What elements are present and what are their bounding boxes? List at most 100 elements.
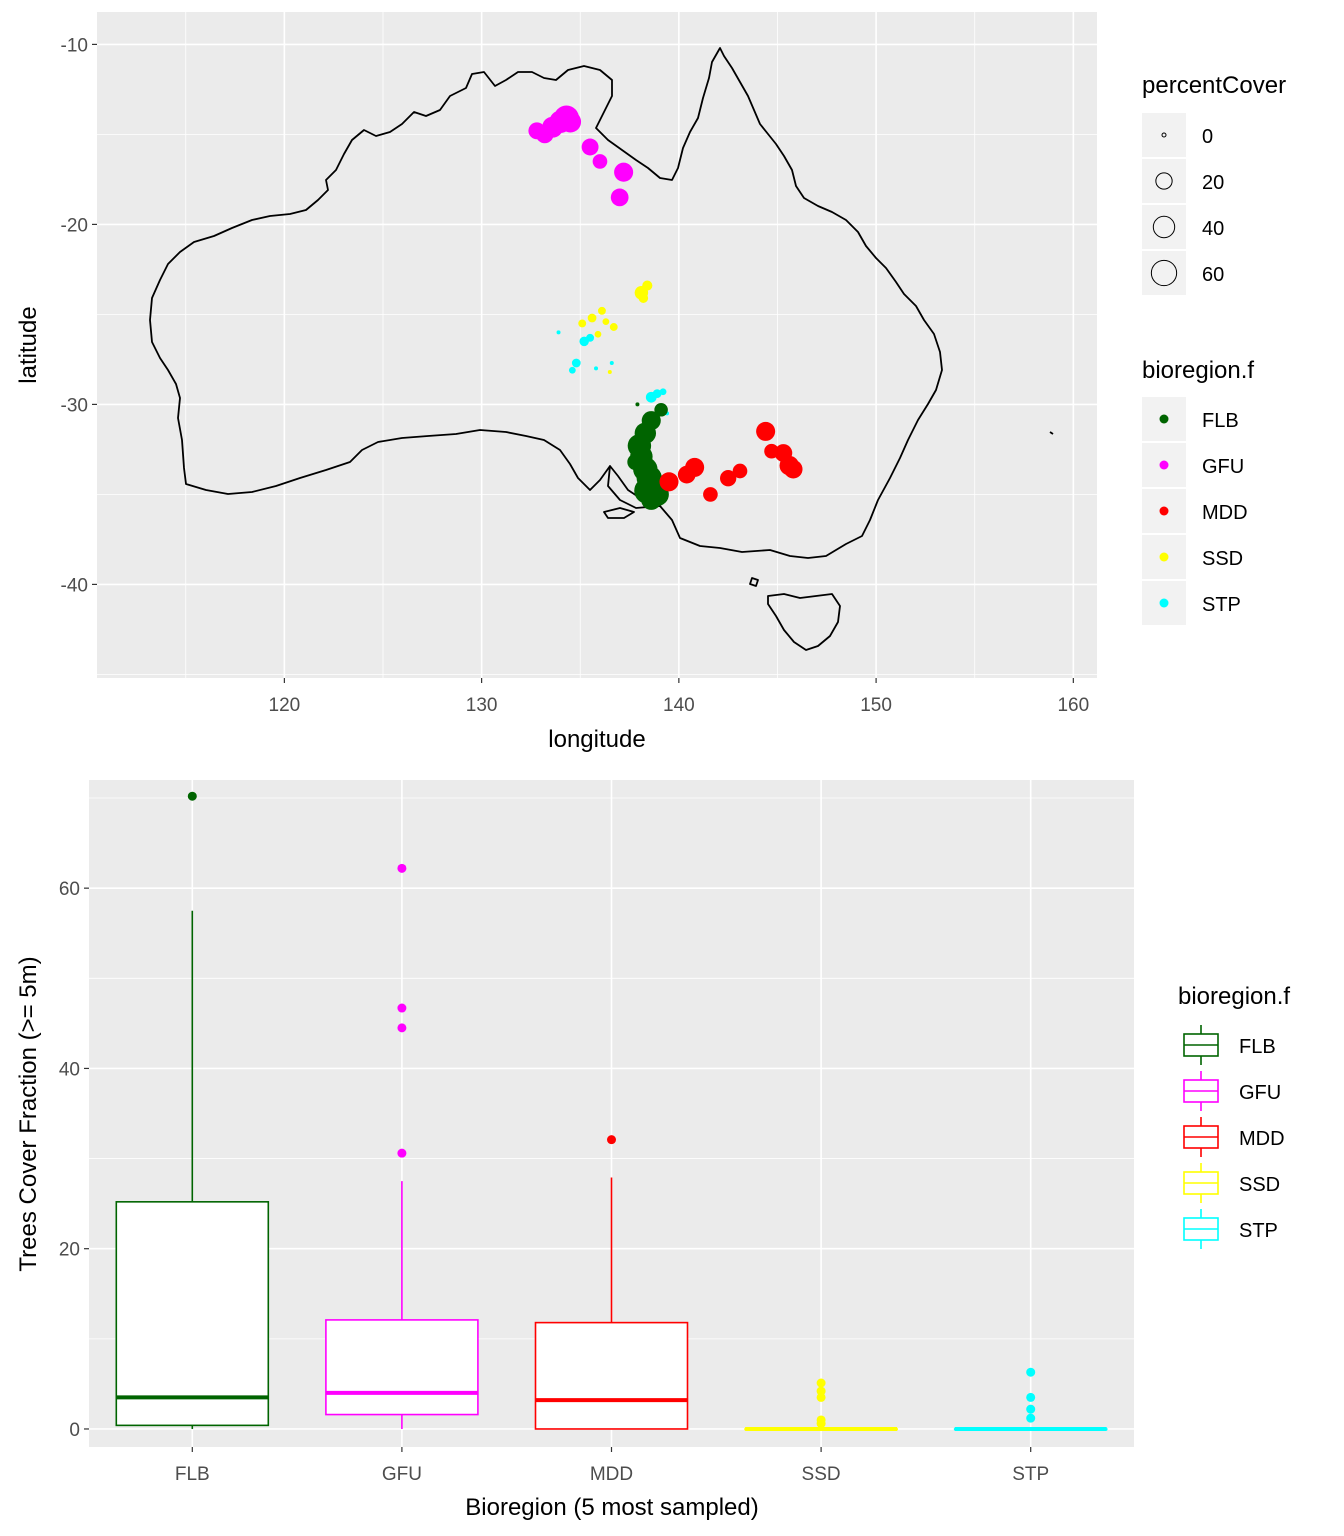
size-legend-symbol <box>1161 132 1167 138</box>
map-points <box>528 105 803 510</box>
map-point-gfu <box>592 154 608 169</box>
color-legend-symbol-flb <box>1159 414 1169 424</box>
map-point-mdd <box>685 457 705 477</box>
map-point-stp <box>556 330 561 335</box>
map-point-gfu <box>559 111 582 133</box>
color-legend-label: GFU <box>1202 456 1244 478</box>
boxplot-legend-item-gfu: GFU <box>1178 1069 1281 1113</box>
map-point-flb <box>627 453 644 471</box>
color-legend-label: MDD <box>1202 502 1248 524</box>
map-y-axis: -10 -20 -30 -40 <box>61 35 97 596</box>
size-legend-key <box>1142 113 1186 157</box>
map-point-ssd <box>602 318 610 325</box>
map-point-mdd <box>720 470 737 487</box>
tasmania-coastline <box>767 593 841 651</box>
size-legend-symbol <box>1152 215 1176 239</box>
color-legend: bioregion.f FLB GFU MDD SSD STP <box>1142 357 1254 625</box>
map-chart: -10 -20 -30 -40 120 130 140 150 160 longitude l… <box>15 12 1286 753</box>
king-island-coastline <box>749 577 759 587</box>
map-point-ssd <box>594 330 602 338</box>
map-y-tick-label: -10 <box>61 35 88 56</box>
boxplot-legend-item-mdd: MDD <box>1178 1115 1285 1159</box>
boxplot-legend-label: STP <box>1239 1220 1278 1242</box>
map-point-ssd <box>609 323 618 331</box>
map-point-flb <box>635 402 640 407</box>
boxplot-legend-title: bioregion.f <box>1178 983 1290 1010</box>
boxplot-x-tick-label: SSD <box>802 1464 841 1485</box>
boxplot-boxes <box>115 791 1108 1431</box>
map-point-gfu <box>581 138 599 156</box>
map-x-tick-label: 130 <box>466 695 498 716</box>
outlier-point <box>397 1023 407 1033</box>
boxplot-y-tick-label: 60 <box>59 879 80 900</box>
map-point-mdd <box>659 472 679 492</box>
map-x-axis: 120 130 140 150 160 <box>269 678 1089 716</box>
color-legend-keys: FLB GFU MDD SSD STP <box>1142 397 1248 625</box>
map-point-stp <box>571 358 581 368</box>
map-point-gfu <box>535 125 554 144</box>
map-point-ssd <box>597 306 606 315</box>
boxplot-y-axis-title: Trees Cover Fraction (>= 5m) <box>15 956 42 1271</box>
outlier-point <box>816 1415 826 1425</box>
outlier-point <box>397 1148 407 1158</box>
size-legend-label: 40 <box>1202 218 1224 240</box>
box-body <box>115 1201 270 1427</box>
map-point-stp <box>568 366 576 374</box>
color-legend-symbol-ssd <box>1159 552 1169 562</box>
box-gfu <box>325 863 479 1429</box>
map-x-tick-label: 140 <box>663 695 695 716</box>
boxplot-y-tick-label: 0 <box>69 1420 80 1441</box>
australia-outline <box>149 47 1054 651</box>
boxplot-y-axis: 0 20 40 60 <box>59 879 89 1441</box>
boxplot-x-axis-title: Bioregion (5 most sampled) <box>465 1494 758 1521</box>
color-legend-symbol-gfu <box>1159 460 1169 470</box>
map-point-stp <box>609 361 614 365</box>
size-legend-keys: 0 20 40 60 <box>1142 113 1224 295</box>
map-point-mdd <box>703 487 718 502</box>
map-point-gfu <box>614 162 634 182</box>
boxplot-y-tick-label: 20 <box>59 1240 80 1261</box>
outlier-point <box>1026 1392 1036 1402</box>
boxplot-x-tick-label: FLB <box>175 1464 210 1485</box>
color-legend-title: bioregion.f <box>1142 357 1254 384</box>
map-point-ssd <box>587 313 597 323</box>
map-point-mdd <box>783 459 803 479</box>
map-point-ssd <box>607 370 612 374</box>
kangaroo-island-coastline <box>603 507 635 519</box>
map-x-tick-label: 150 <box>860 695 892 716</box>
size-legend-key <box>1142 251 1186 295</box>
boxplot-legend-label: FLB <box>1239 1036 1276 1058</box>
boxplot-legend-keys: FLB GFU MDD SSD STP <box>1178 1023 1285 1251</box>
size-legend-key <box>1142 205 1186 249</box>
map-point-stp <box>652 389 662 398</box>
outlier-point <box>1026 1413 1036 1423</box>
boxplot-chart: 0 20 40 60 FLB GFU MDD SSD STP Bioregion (5 mos… <box>15 780 1290 1521</box>
outlier-point <box>397 1003 407 1013</box>
map-point-ssd <box>638 293 649 303</box>
outlier-point <box>816 1386 826 1396</box>
map-point-mdd <box>756 421 776 441</box>
outlier-point <box>607 1135 616 1145</box>
map-point-stp <box>594 366 599 371</box>
outlier-point <box>1026 1367 1036 1377</box>
map-y-tick-label: -20 <box>61 215 88 236</box>
mainland-coastline <box>149 47 943 559</box>
boxplot-x-tick-label: GFU <box>382 1464 422 1485</box>
size-legend-label: 20 <box>1202 172 1224 194</box>
color-legend-symbol-stp <box>1159 598 1169 608</box>
size-legend-label: 0 <box>1202 126 1213 148</box>
color-legend-label: FLB <box>1202 410 1239 432</box>
map-point-mdd <box>732 463 748 479</box>
map-point-stp <box>659 388 667 396</box>
boxplot-legend-label: SSD <box>1239 1174 1280 1196</box>
map-point-gfu <box>610 188 629 207</box>
color-legend-symbol-mdd <box>1159 506 1169 516</box>
boxplot-legend-item-flb: FLB <box>1178 1023 1276 1067</box>
map-y-axis-title: latitude <box>15 306 42 383</box>
outlier-point <box>397 863 407 873</box>
gulf-st-vincent-coast <box>609 465 641 499</box>
color-legend-label: STP <box>1202 594 1241 616</box>
map-point-stp <box>586 333 595 342</box>
box-stp <box>953 1367 1108 1431</box>
map-gridlines <box>97 12 1097 678</box>
